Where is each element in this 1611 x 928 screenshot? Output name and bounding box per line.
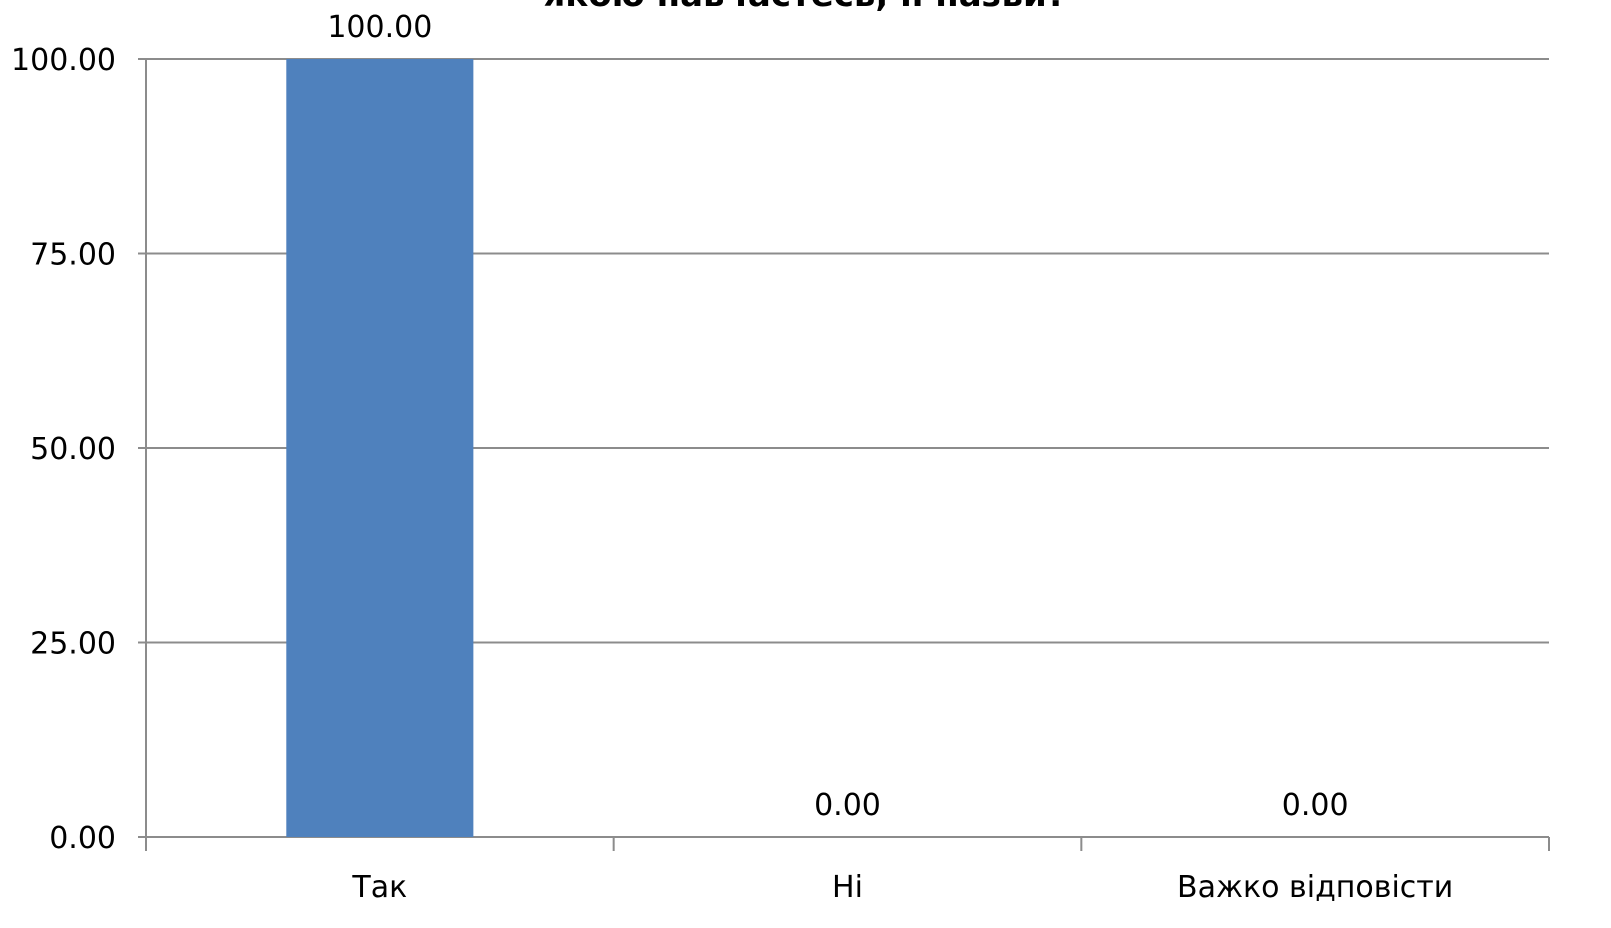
data-label: 100.00 — [327, 10, 432, 45]
x-tick-label: Так — [351, 870, 407, 905]
y-tick-label: 100.00 — [11, 43, 116, 78]
y-tick-label: 75.00 — [30, 238, 116, 273]
x-tick-label: Ні — [832, 870, 863, 905]
labels: 0.00 25.00 50.00 75.00 100.00 100.00 Так 0.00 Ні… — [11, 10, 1453, 905]
y-tick-label: 50.00 — [30, 432, 116, 467]
bar-0 — [286, 59, 474, 837]
x-tick-label: Важко відповісти — [1177, 870, 1453, 905]
chart-title: якою навчаєтесь, її назви? — [543, 0, 1066, 15]
y-tick-label: 25.00 — [30, 627, 116, 662]
data-label: 0.00 — [1282, 788, 1349, 823]
y-tick-label: 0.00 — [49, 821, 116, 856]
data-label: 0.00 — [814, 788, 881, 823]
bars — [286, 59, 474, 837]
